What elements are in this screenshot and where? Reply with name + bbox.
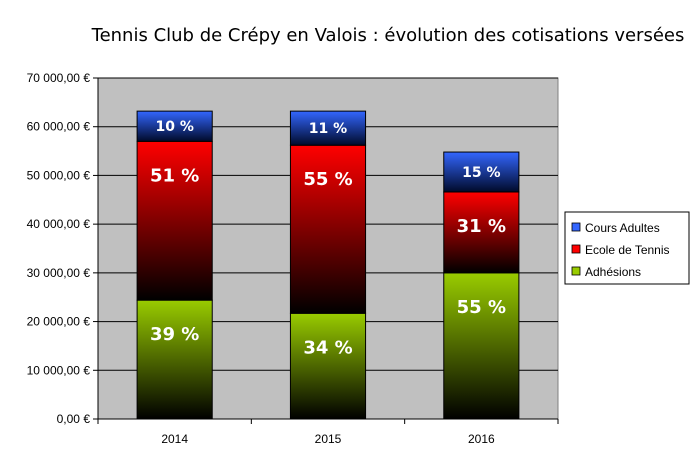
- bar-labels: 39 % 51 % 10 % 34 % 55 % 11 % 55 % 31 % 15 %: [150, 119, 506, 358]
- bar-ecole-de-tennis: [136, 140, 213, 301]
- y-tick-label: 20 000,00 €: [27, 315, 91, 329]
- data-label-cours-adultes: 15 %: [462, 165, 500, 181]
- x-tick-label: 2015: [315, 432, 342, 446]
- y-tick-label: 50 000,00 €: [27, 168, 91, 182]
- data-label-adh-sions: 39 %: [150, 324, 199, 345]
- y-tick-label: 40 000,00 €: [27, 217, 91, 231]
- y-tick-label: 30 000,00 €: [27, 266, 91, 280]
- data-label-ecole-de-tennis: 51 %: [150, 165, 199, 186]
- bar-cours-adultes: [289, 110, 367, 146]
- bar-cours-adultes: [136, 110, 213, 142]
- bar-adh-sions: [443, 272, 520, 420]
- bar-ecole-de-tennis: [443, 191, 520, 274]
- bar-adh-sions: [289, 312, 367, 420]
- x-tick-label: 2014: [161, 432, 188, 446]
- legend-box: [564, 211, 690, 285]
- legend-label-cours-adultes: Cours Adultes: [585, 221, 660, 235]
- data-label-ecole-de-tennis: 55 %: [303, 169, 352, 190]
- legend-label-adhesions: Adhésions: [585, 265, 641, 279]
- chart-title: Tennis Club de Crépy en Valois : évoluti…: [91, 25, 685, 46]
- x-axis: 2014 2015 2016: [97, 418, 559, 446]
- data-label-adh-sions: 34 %: [303, 337, 352, 358]
- data-label-cours-adultes: 10 %: [155, 119, 193, 135]
- bar-adh-sions: [136, 299, 213, 420]
- bars: [136, 110, 520, 420]
- x-tick-label: 2016: [468, 432, 495, 446]
- y-tick-label: 10 000,00 €: [27, 363, 91, 377]
- y-axis: 0,00 € 10 000,00 € 20 000,00 € 30 000,00 € 4…: [27, 71, 99, 426]
- data-label-cours-adultes: 11 %: [309, 121, 347, 137]
- legend-label-ecole-de-tennis: Ecole de Tennis: [585, 243, 670, 257]
- y-tick-label: 0,00 €: [57, 412, 91, 426]
- y-tick-label: 70 000,00 €: [27, 71, 91, 85]
- legend: Cours Adultes Ecole de Tennis Adhésions: [564, 211, 690, 285]
- bar-cours-adultes: [443, 151, 520, 193]
- y-tick-label: 60 000,00 €: [27, 120, 91, 134]
- legend-swatch-ecole-de-tennis: [571, 244, 581, 254]
- data-label-adh-sions: 55 %: [457, 297, 506, 318]
- legend-swatch-cours-adultes: [571, 222, 581, 232]
- legend-swatch-adhesions: [571, 266, 581, 276]
- data-label-ecole-de-tennis: 31 %: [457, 216, 506, 237]
